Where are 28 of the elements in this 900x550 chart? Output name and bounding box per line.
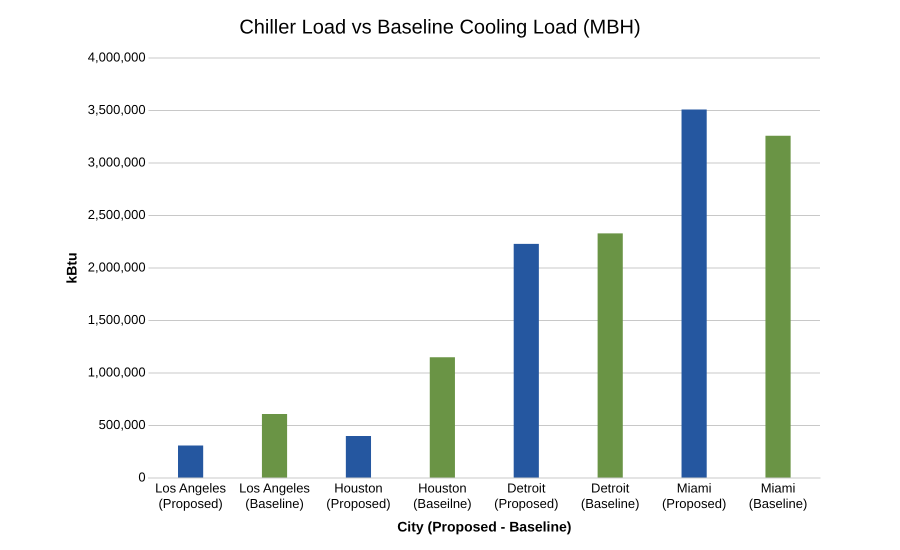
y-tick-label: 3,500,000 bbox=[88, 102, 146, 118]
bar bbox=[765, 136, 791, 478]
x-tick-label: Miami (Baseline) bbox=[748, 480, 808, 511]
x-tick-label: Houston (Proposed) bbox=[326, 480, 391, 511]
y-tick-label: 1,000,000 bbox=[88, 364, 146, 380]
bar bbox=[598, 233, 623, 478]
y-tick-label: 2,000,000 bbox=[88, 260, 146, 275]
x-tick-label: Detroit (Baseline) bbox=[580, 480, 640, 511]
x-tick-label: Detroit (Proposed) bbox=[494, 480, 558, 511]
y-tick-label: 4,000,000 bbox=[88, 50, 146, 65]
y-axis-title: kBtu bbox=[63, 252, 80, 284]
y-tick-label: 0 bbox=[138, 470, 146, 485]
x-tick-label: Los Angeles (Proposed) bbox=[155, 480, 227, 511]
bar bbox=[682, 109, 707, 478]
bar bbox=[262, 414, 288, 478]
x-tick-label: Miami (Proposed) bbox=[662, 480, 726, 511]
chart-title: Chiller Load vs Baseline Cooling Load (MBH) bbox=[239, 16, 641, 39]
bar bbox=[430, 357, 455, 478]
x-tick-label: Los Angeles (Baseline) bbox=[239, 480, 310, 511]
y-tick-label: 3,000,000 bbox=[88, 154, 146, 170]
bar bbox=[514, 244, 539, 478]
y-tick-label: 2,500,000 bbox=[88, 207, 146, 222]
y-tick-label: 500,000 bbox=[98, 417, 146, 432]
bar bbox=[346, 436, 372, 478]
x-axis-title: City (Proposed - Baseline) bbox=[397, 518, 572, 534]
bar bbox=[178, 445, 204, 478]
x-tick-label: Houston (Baseilne) bbox=[413, 480, 472, 511]
y-tick-label: 1,500,000 bbox=[88, 312, 146, 328]
